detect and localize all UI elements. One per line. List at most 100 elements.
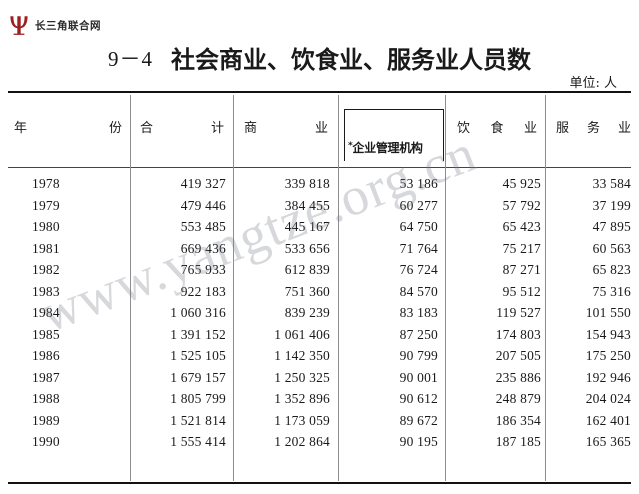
cell-commerce: 1 250 325	[274, 369, 330, 385]
trident-psi-logo-icon	[8, 14, 30, 36]
table-row[interactable]: 1988 1 805 799 1 352 896 90 612 248 879 …	[8, 391, 631, 413]
table-header-rule	[8, 167, 631, 168]
subcolumn-header-enterprise-management-label: 企业管理机构	[352, 141, 423, 155]
table-row[interactable]: 1989 1 521 814 1 173 059 89 672 186 354 …	[8, 413, 631, 435]
cell-enterprise-management: 90 001	[399, 369, 438, 385]
cell-year: 1987	[32, 369, 60, 385]
cell-catering: 95 512	[502, 283, 541, 299]
cell-commerce: 1 202 864	[274, 434, 330, 449]
cell-total: 1 805 799	[170, 391, 226, 406]
table-body: 1978 419 327 339 818 53 186 45 925 33 58…	[8, 167, 631, 456]
cell-total: 553 485	[180, 219, 226, 234]
table-row[interactable]: 1985 1 391 152 1 061 406 87 250 174 803 …	[8, 327, 631, 349]
cell-year: 1986	[32, 348, 60, 363]
cell-catering: 57 792	[502, 197, 541, 213]
table-header-row: 年 份 合 计 商 业 *企业管理机构 饮 食 业	[8, 91, 631, 167]
cell-total: 479 446	[180, 197, 226, 213]
column-header-commerce-char1: 商	[244, 121, 258, 136]
unit-label: 单位: 人	[569, 76, 617, 91]
cell-commerce: 1 173 059	[274, 412, 330, 428]
table-row[interactable]: 1980 553 485 445 167 64 750 65 423 47 89…	[8, 219, 631, 241]
cell-service: 165 365	[585, 434, 631, 449]
cell-catering: 45 925	[502, 176, 541, 191]
cell-total: 922 183	[180, 283, 226, 299]
cell-year: 1985	[32, 326, 60, 342]
cell-year: 1990	[32, 434, 60, 449]
cell-enterprise-management: 89 672	[399, 412, 438, 428]
column-divider-2	[233, 95, 234, 481]
table-row[interactable]: 1982 765 933 612 839 76 724 87 271 65 82…	[8, 262, 631, 284]
table-row[interactable]: 1983 922 183 751 360 84 570 95 512 75 31…	[8, 284, 631, 306]
cell-total: 1 060 316	[170, 305, 226, 320]
cell-enterprise-management: 90 195	[399, 434, 438, 449]
cell-commerce: 533 656	[284, 240, 330, 256]
cell-commerce: 751 360	[284, 283, 330, 299]
cell-catering: 248 879	[495, 391, 541, 406]
cell-service: 37 199	[592, 197, 631, 213]
table-row[interactable]: 1981 669 436 533 656 71 764 75 217 60 56…	[8, 241, 631, 263]
cell-total: 765 933	[180, 262, 226, 277]
table-row[interactable]: 1978 419 327 339 818 53 186 45 925 33 58…	[8, 176, 631, 198]
cell-year: 1982	[32, 262, 60, 277]
cell-service: 154 943	[585, 326, 631, 342]
statistics-table: 年 份 合 计 商 业 *企业管理机构 饮 食 业	[8, 91, 631, 484]
column-divider-1	[130, 95, 131, 481]
cell-year: 1984	[32, 305, 60, 320]
cell-catering: 119 527	[496, 305, 541, 320]
table-top-rule	[8, 91, 631, 93]
cell-service: 75 316	[592, 283, 631, 299]
cell-enterprise-management: 60 277	[399, 197, 438, 213]
table-row[interactable]: 1990 1 555 414 1 202 864 90 195 187 185 …	[8, 434, 631, 456]
column-header-service-char2: 务	[586, 121, 600, 136]
cell-commerce: 1 142 350	[274, 348, 330, 363]
cell-commerce: 384 455	[284, 197, 330, 213]
cell-total: 1 555 414	[170, 434, 226, 449]
column-divider-5	[545, 95, 546, 481]
column-header-total: 合 计	[140, 117, 224, 136]
cell-year: 1980	[32, 219, 60, 234]
cell-total: 1 521 814	[170, 412, 226, 428]
column-header-year-char1: 年	[14, 121, 28, 136]
site-logo[interactable]: 长三角联合网	[8, 13, 101, 37]
cell-commerce: 839 239	[284, 305, 330, 320]
table-number: 9－4	[108, 47, 153, 71]
cell-year: 1989	[32, 412, 60, 428]
column-header-service-char3: 业	[617, 121, 631, 136]
cell-catering: 235 886	[495, 369, 541, 385]
site-name: 长三角联合网	[35, 19, 101, 32]
subcolumn-header-enterprise-management-box: *企业管理机构	[344, 109, 444, 161]
cell-year: 1978	[32, 176, 60, 191]
cell-enterprise-management: 87 250	[399, 326, 438, 342]
cell-catering: 174 803	[495, 326, 541, 342]
table-row[interactable]: 1987 1 679 157 1 250 325 90 001 235 886 …	[8, 370, 631, 392]
cell-year: 1981	[32, 240, 60, 256]
table-row[interactable]: 1986 1 525 105 1 142 350 90 799 207 505 …	[8, 348, 631, 370]
cell-enterprise-management: 53 186	[399, 176, 438, 191]
cell-service: 204 024	[585, 391, 631, 406]
cell-service: 65 823	[592, 262, 631, 277]
table-row[interactable]: 1984 1 060 316 839 239 83 183 119 527 10…	[8, 305, 631, 327]
table-row[interactable]: 1979 479 446 384 455 60 277 57 792 37 19…	[8, 198, 631, 220]
column-header-service-char1: 服	[556, 121, 570, 136]
cell-service: 192 946	[585, 369, 631, 385]
column-header-year-char2: 份	[108, 121, 122, 136]
column-header-catering: 饮 食 业	[457, 117, 537, 136]
cell-enterprise-management: 83 183	[399, 305, 438, 320]
column-header-catering-char2: 食	[490, 121, 504, 136]
cell-enterprise-management: 90 799	[399, 348, 438, 363]
cell-catering: 87 271	[502, 262, 541, 277]
cell-commerce: 339 818	[284, 176, 330, 191]
column-header-total-char1: 合	[140, 121, 154, 136]
column-divider-3	[338, 95, 339, 481]
cell-service: 33 584	[592, 176, 631, 191]
cell-total: 1 525 105	[170, 348, 226, 363]
cell-year: 1979	[32, 197, 60, 213]
cell-commerce: 445 167	[284, 219, 330, 234]
cell-year: 1983	[32, 283, 60, 299]
cell-commerce: 1 061 406	[274, 326, 330, 342]
column-header-service: 服 务 业	[556, 117, 631, 136]
table-title: 社会商业、饮食业、服务业人员数	[171, 45, 531, 74]
cell-enterprise-management: 64 750	[399, 219, 438, 234]
cell-enterprise-management: 90 612	[399, 391, 438, 406]
cell-service: 175 250	[585, 348, 631, 363]
